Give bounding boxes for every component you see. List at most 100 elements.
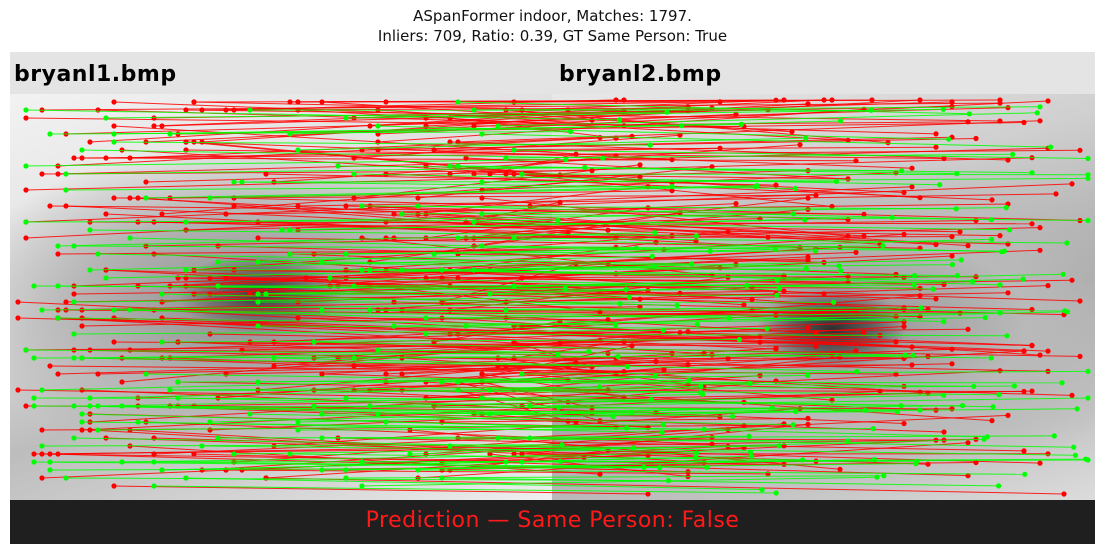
keypoint-marker bbox=[71, 331, 77, 337]
keypoint-marker bbox=[1011, 383, 1018, 389]
keypoint-marker bbox=[343, 115, 349, 121]
keypoint-marker bbox=[637, 304, 643, 310]
match-line bbox=[353, 364, 913, 367]
match-line bbox=[433, 392, 929, 407]
keypoint-marker bbox=[119, 379, 125, 385]
match-line bbox=[65, 167, 585, 175]
keypoint-marker bbox=[1037, 352, 1043, 358]
keypoint-marker bbox=[831, 299, 837, 305]
keypoint-marker bbox=[1077, 298, 1083, 304]
keypoint-marker bbox=[143, 371, 149, 377]
keypoint-marker bbox=[694, 321, 701, 327]
keypoint-marker bbox=[39, 171, 45, 177]
keypoint-marker bbox=[557, 318, 563, 325]
keypoint-marker bbox=[1074, 406, 1080, 412]
match-line bbox=[513, 273, 1064, 287]
keypoint-marker bbox=[736, 336, 743, 343]
keypoint-marker bbox=[519, 171, 525, 177]
keypoint-marker bbox=[805, 101, 811, 107]
match-line bbox=[49, 467, 660, 471]
match-line bbox=[321, 437, 848, 442]
match-line bbox=[385, 251, 857, 271]
keypoint-marker bbox=[1020, 276, 1026, 282]
keypoint-marker bbox=[749, 453, 755, 459]
keypoint-marker bbox=[455, 379, 461, 385]
keypoint-marker bbox=[1069, 277, 1075, 283]
match-line bbox=[345, 475, 884, 479]
match-line bbox=[441, 417, 809, 423]
keypoint-marker bbox=[899, 168, 905, 174]
match-line bbox=[57, 232, 655, 247]
match-line bbox=[145, 157, 1033, 183]
keypoint-marker bbox=[103, 115, 109, 121]
match-line bbox=[329, 267, 721, 287]
keypoint-marker bbox=[957, 229, 963, 235]
keypoint-marker bbox=[63, 299, 69, 305]
match-line bbox=[73, 329, 664, 335]
match-visualization: bryanl1.bmp bryanl2.bmp Prediction — Sam… bbox=[10, 52, 1095, 544]
keypoint-marker bbox=[917, 97, 923, 103]
keypoint-marker bbox=[343, 395, 349, 401]
keypoint-marker bbox=[1021, 448, 1027, 454]
keypoint-marker bbox=[1022, 471, 1028, 477]
keypoint-marker bbox=[880, 243, 886, 249]
match-line bbox=[145, 185, 758, 199]
match-line bbox=[289, 453, 803, 461]
match-line bbox=[433, 146, 937, 151]
keypoint-marker bbox=[803, 135, 809, 141]
match-line bbox=[257, 325, 768, 330]
match-line bbox=[489, 389, 1000, 396]
keypoint-marker bbox=[311, 339, 317, 345]
match-line bbox=[113, 309, 729, 319]
match-line bbox=[33, 405, 559, 408]
keypoint-marker bbox=[319, 371, 325, 377]
match-line bbox=[217, 435, 750, 439]
keypoint-marker bbox=[63, 171, 69, 177]
keypoint-marker bbox=[23, 235, 29, 241]
match-line bbox=[513, 99, 625, 103]
match-line bbox=[153, 461, 707, 468]
match-line bbox=[225, 203, 1009, 215]
keypoint-marker bbox=[455, 387, 461, 393]
keypoint-marker bbox=[559, 442, 565, 448]
keypoint-marker bbox=[119, 147, 125, 153]
keypoint-marker bbox=[1037, 460, 1043, 466]
keypoint-marker bbox=[1029, 221, 1035, 227]
match-line bbox=[425, 213, 881, 245]
keypoint-marker bbox=[487, 451, 493, 457]
match-line bbox=[201, 445, 751, 453]
keypoint-marker bbox=[959, 402, 966, 409]
keypoint-marker bbox=[191, 291, 197, 297]
keypoint-marker bbox=[367, 307, 373, 313]
match-line bbox=[393, 236, 953, 239]
keypoint-marker bbox=[997, 97, 1003, 103]
match-line bbox=[113, 485, 649, 495]
keypoint-marker bbox=[645, 491, 651, 497]
keypoint-marker bbox=[207, 427, 213, 433]
keypoint-marker bbox=[660, 327, 667, 333]
keypoint-marker bbox=[1021, 388, 1027, 395]
keypoint-marker bbox=[151, 459, 157, 465]
keypoint-marker bbox=[657, 465, 663, 471]
keypoint-marker bbox=[215, 435, 221, 441]
match-line bbox=[353, 326, 905, 359]
keypoint-marker bbox=[781, 97, 787, 103]
keypoint-marker bbox=[829, 97, 835, 103]
keypoint-marker bbox=[55, 251, 61, 257]
match-line bbox=[257, 221, 801, 249]
keypoint-marker bbox=[287, 99, 293, 105]
keypoint-marker bbox=[838, 118, 844, 124]
match-line bbox=[281, 216, 893, 231]
match-line bbox=[73, 405, 614, 417]
keypoint-marker bbox=[231, 451, 237, 457]
keypoint-marker bbox=[626, 294, 633, 300]
keypoint-marker bbox=[143, 179, 149, 185]
keypoint-marker bbox=[47, 203, 53, 209]
keypoint-marker bbox=[39, 307, 45, 313]
keypoint-marker bbox=[747, 380, 753, 386]
match-line bbox=[249, 413, 794, 426]
keypoint-marker bbox=[71, 299, 77, 305]
match-line bbox=[417, 469, 1025, 475]
keypoint-marker bbox=[183, 227, 189, 233]
keypoint-marker bbox=[694, 450, 700, 456]
